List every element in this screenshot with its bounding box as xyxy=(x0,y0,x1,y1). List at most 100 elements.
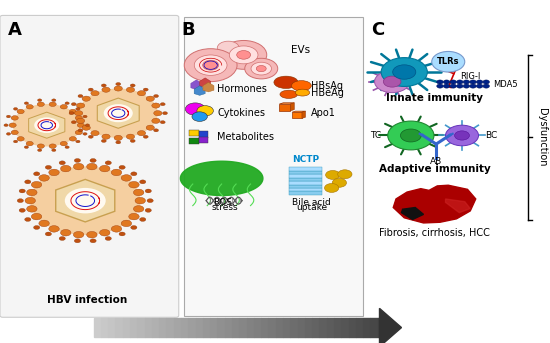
Circle shape xyxy=(463,84,470,88)
Circle shape xyxy=(60,105,68,109)
Circle shape xyxy=(185,103,205,115)
Circle shape xyxy=(101,139,106,142)
Circle shape xyxy=(60,165,71,172)
Circle shape xyxy=(104,104,133,122)
Circle shape xyxy=(381,58,427,86)
Circle shape xyxy=(19,209,25,212)
Polygon shape xyxy=(123,318,130,337)
Circle shape xyxy=(37,99,42,102)
Polygon shape xyxy=(203,82,214,92)
Text: stress: stress xyxy=(211,203,238,212)
Polygon shape xyxy=(254,318,261,337)
Circle shape xyxy=(74,158,80,163)
Circle shape xyxy=(221,40,267,69)
Circle shape xyxy=(52,99,56,102)
Bar xyxy=(289,171,322,174)
Circle shape xyxy=(11,116,18,120)
Circle shape xyxy=(73,163,84,170)
Circle shape xyxy=(140,217,146,222)
Polygon shape xyxy=(224,318,232,337)
Ellipse shape xyxy=(295,89,310,96)
Circle shape xyxy=(192,112,207,121)
Polygon shape xyxy=(108,318,115,337)
Circle shape xyxy=(102,134,110,139)
Text: HBeAg: HBeAg xyxy=(311,87,344,98)
Circle shape xyxy=(17,199,24,203)
Polygon shape xyxy=(196,318,203,337)
Circle shape xyxy=(30,166,140,235)
Text: Innate immunity: Innate immunity xyxy=(386,93,483,104)
Polygon shape xyxy=(349,318,356,337)
Circle shape xyxy=(89,88,94,91)
Text: AB: AB xyxy=(430,157,442,166)
Circle shape xyxy=(153,129,158,132)
Circle shape xyxy=(483,80,490,84)
Circle shape xyxy=(126,87,135,92)
Circle shape xyxy=(7,115,10,118)
Circle shape xyxy=(134,189,144,196)
Circle shape xyxy=(111,169,122,176)
Text: Adaptive immunity: Adaptive immunity xyxy=(378,164,491,174)
Bar xyxy=(199,137,208,143)
Circle shape xyxy=(4,124,8,127)
Circle shape xyxy=(34,117,59,133)
Bar xyxy=(189,138,199,144)
Polygon shape xyxy=(200,78,211,87)
Circle shape xyxy=(59,161,65,165)
Circle shape xyxy=(34,172,40,176)
Text: Bile acid: Bile acid xyxy=(293,198,331,207)
Circle shape xyxy=(69,112,74,115)
Circle shape xyxy=(75,110,83,116)
Polygon shape xyxy=(276,318,283,337)
Polygon shape xyxy=(292,111,305,112)
Ellipse shape xyxy=(280,90,298,98)
Polygon shape xyxy=(379,308,401,343)
Circle shape xyxy=(147,199,153,203)
Text: BC: BC xyxy=(485,131,497,140)
Circle shape xyxy=(456,84,463,88)
Circle shape xyxy=(470,80,476,84)
Polygon shape xyxy=(56,179,115,222)
Circle shape xyxy=(91,91,99,96)
Circle shape xyxy=(105,161,112,165)
Circle shape xyxy=(65,146,69,149)
Circle shape xyxy=(146,96,155,101)
Circle shape xyxy=(229,46,258,64)
Polygon shape xyxy=(279,103,294,104)
Circle shape xyxy=(49,226,59,232)
Circle shape xyxy=(251,62,272,75)
Circle shape xyxy=(9,123,16,127)
Text: TLRs: TLRs xyxy=(437,57,459,66)
Circle shape xyxy=(60,229,71,236)
Bar xyxy=(289,185,322,188)
Circle shape xyxy=(82,96,90,101)
Circle shape xyxy=(129,213,139,220)
Text: Dysfunction: Dysfunction xyxy=(537,108,547,166)
Circle shape xyxy=(134,205,144,212)
Circle shape xyxy=(153,95,158,98)
Circle shape xyxy=(34,226,40,229)
Polygon shape xyxy=(145,318,152,337)
Circle shape xyxy=(375,71,410,93)
Circle shape xyxy=(100,165,110,172)
Polygon shape xyxy=(101,318,108,337)
Ellipse shape xyxy=(292,81,311,91)
Circle shape xyxy=(37,149,42,152)
Circle shape xyxy=(75,116,82,120)
Circle shape xyxy=(25,198,35,204)
Circle shape xyxy=(152,103,160,108)
Circle shape xyxy=(470,84,476,88)
Circle shape xyxy=(91,131,99,136)
Circle shape xyxy=(59,237,65,240)
Circle shape xyxy=(65,188,106,213)
Polygon shape xyxy=(174,318,181,337)
Circle shape xyxy=(76,108,80,110)
Polygon shape xyxy=(334,318,341,337)
Circle shape xyxy=(483,84,490,88)
Circle shape xyxy=(203,60,218,70)
Circle shape xyxy=(145,189,151,193)
Text: Cytokines: Cytokines xyxy=(217,107,265,118)
Circle shape xyxy=(13,104,81,146)
FancyBboxPatch shape xyxy=(0,15,179,317)
Circle shape xyxy=(437,80,443,84)
